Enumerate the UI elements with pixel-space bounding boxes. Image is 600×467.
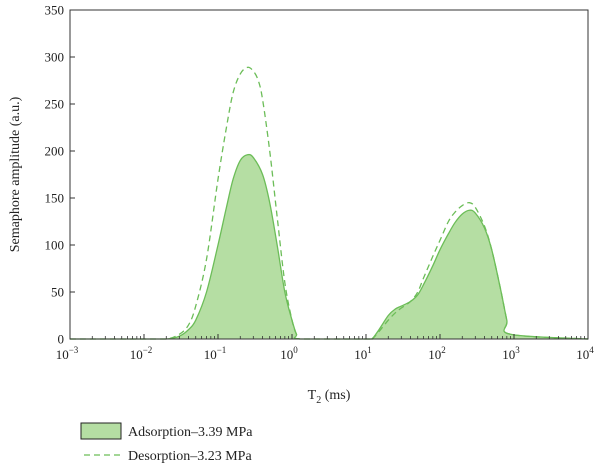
x-tick-label: 104 xyxy=(576,345,594,362)
y-tick-label: 100 xyxy=(45,238,65,253)
plot-frame xyxy=(69,9,589,340)
x-tick-label: 101 xyxy=(354,345,372,362)
series-adsorption-line xyxy=(70,153,589,340)
x-tick-label: 100 xyxy=(280,345,298,362)
x-tick-label: 10−1 xyxy=(204,345,227,362)
y-axis-title: Semaphore amplitude (a.u.) xyxy=(8,96,23,252)
legend-label-desorption: Desorption–3.23 MPa xyxy=(128,449,252,464)
y-tick-label: 50 xyxy=(51,285,64,300)
x-tick-label: 102 xyxy=(428,345,446,362)
x-tick-label: 103 xyxy=(502,345,520,362)
axes: 0 50 100 150 200 250 300 350 10−3 10−2 10−1 100 101 1… xyxy=(8,3,594,407)
x-tick-label: 10−3 xyxy=(56,345,79,362)
series-adsorption-area xyxy=(70,154,588,339)
legend-label-adsorption: Adsorption–3.39 MPa xyxy=(128,425,253,440)
y-tick-label: 200 xyxy=(45,144,65,159)
legend-swatch-adsorption xyxy=(80,422,122,440)
y-tick-label: 250 xyxy=(45,97,65,112)
x-axis-title: T2 (ms) xyxy=(308,388,351,406)
x-tick-label: 10−2 xyxy=(130,345,153,362)
y-tick-label: 0 xyxy=(58,332,65,347)
y-tick-label: 300 xyxy=(45,50,65,65)
y-tick-label: 150 xyxy=(45,191,65,206)
legend: Adsorption–3.39 MPa Desorption–3.23 MPa xyxy=(80,422,253,464)
series-desorption-line xyxy=(70,66,589,340)
y-tick-label: 350 xyxy=(45,3,65,18)
